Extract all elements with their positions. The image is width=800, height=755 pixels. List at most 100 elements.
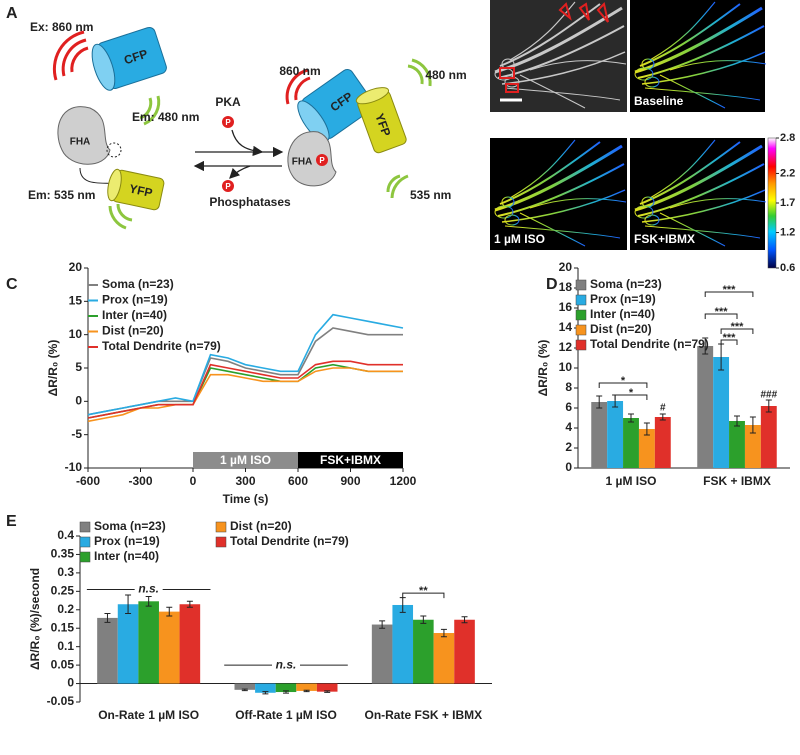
legend-swatch (575, 339, 587, 351)
phosphate (222, 180, 234, 192)
treatment-bar (298, 452, 403, 468)
diagram-label: Em: 480 nm (132, 110, 199, 124)
error-bar (734, 415, 740, 427)
fha-domain (57, 106, 111, 165)
y-tick-label: 4 (565, 420, 572, 434)
legend-label: Soma (n=23) (94, 519, 166, 533)
diagram-label: Em: 535 nm (28, 188, 95, 202)
cfp-protein: CFP (91, 26, 167, 91)
y-axis-label: ΔR/R₀ (%) (46, 340, 60, 397)
bar (697, 346, 714, 468)
x-tick-label: 300 (235, 474, 255, 488)
error-bar (461, 616, 468, 624)
legend-label: Inter (n=40) (102, 308, 167, 322)
y-tick-label: -5 (71, 427, 82, 441)
bar (760, 406, 777, 468)
panel-label: C (6, 276, 18, 293)
image-label: 1 µM ISO (494, 232, 545, 246)
y-tick-label: 0 (67, 676, 74, 690)
label-background (272, 659, 300, 672)
y-tick-label: 0.25 (51, 584, 75, 598)
x-tick-label: 600 (288, 474, 308, 488)
protein-label: FHA (292, 157, 313, 168)
legend-swatch (575, 294, 587, 306)
roi-outlines (499, 2, 609, 93)
legend-label: Total Dendrite (n=79) (102, 339, 221, 353)
microscopy-images: Baseline 1 µM ISO FSK+IBMX (490, 0, 768, 250)
significance-bracket (704, 313, 738, 319)
error-bar (166, 606, 173, 617)
protein-label: YFP (128, 182, 154, 201)
y-tick-label: -0.05 (47, 694, 75, 708)
colorbar-label: 1.7 (780, 197, 795, 209)
bar (316, 683, 338, 692)
significance-mark: # (660, 403, 666, 414)
y-tick-label: 0.3 (57, 565, 74, 579)
bar (413, 619, 434, 684)
error-bar (749, 416, 756, 434)
fha-domain (287, 131, 337, 187)
arrow (229, 165, 251, 179)
image-label: Baseline (634, 94, 684, 108)
phosphate-label: P (319, 156, 325, 165)
site (106, 142, 122, 158)
error-bar (125, 594, 132, 614)
bar (454, 619, 475, 684)
legend-swatch (79, 521, 91, 533)
y-tick-label: 14 (559, 320, 573, 334)
panel-label: D (546, 276, 558, 293)
x-tick-label: -600 (76, 474, 100, 488)
bar (433, 633, 455, 684)
legend-label: Prox (n=19) (102, 293, 168, 307)
y-tick-label: 16 (559, 300, 573, 314)
diagram-label: 480 nm (425, 68, 466, 82)
error-bar (262, 691, 269, 695)
bar (255, 683, 276, 693)
x-axis-label: Time (s) (223, 492, 269, 506)
series-line (87, 360, 403, 419)
error-bar (379, 620, 386, 629)
panel-label: A (6, 5, 18, 22)
x-tick-label: 1 µM ISO (606, 474, 657, 488)
significance-bracket (720, 328, 754, 334)
y-tick-label: 0.35 (51, 547, 75, 561)
cfp-protein: CFP (297, 68, 375, 143)
y-tick-label: 0.4 (57, 528, 74, 542)
phosphate-label: P (225, 182, 231, 191)
error-bar (596, 395, 603, 409)
y-tick-label: 20 (559, 260, 573, 274)
significance-bracket (402, 592, 445, 599)
diagram-label: 860 nm (279, 64, 320, 78)
y-tick-label: 10 (559, 360, 573, 374)
legend-swatch (575, 309, 587, 321)
bar (296, 683, 317, 691)
significance-label: n.s. (138, 582, 159, 596)
error-bar (643, 422, 650, 436)
y-tick-label: -10 (65, 460, 83, 474)
bar (371, 624, 393, 684)
error-bar (420, 615, 427, 624)
y-axis-label: ΔR/R₀ (%) (536, 340, 550, 397)
panel-label: E (6, 513, 17, 530)
bar (179, 604, 201, 684)
x-tick-label: -300 (128, 474, 152, 488)
significance-label: n.s. (276, 657, 297, 671)
bar (117, 604, 139, 684)
colorbar (767, 137, 777, 269)
significance-label: *** (731, 321, 745, 333)
legend-swatch (215, 536, 227, 548)
series-line (87, 313, 404, 416)
legend-swatch (215, 521, 227, 533)
bar (729, 421, 745, 468)
error-bar (765, 399, 772, 413)
legend-swatch (575, 279, 587, 291)
bar (654, 417, 671, 468)
bar (607, 401, 624, 468)
bar (638, 429, 655, 468)
significance-bracket (720, 339, 738, 345)
diagram-label: Phosphatases (209, 195, 291, 209)
phosphate-label: P (225, 118, 231, 127)
y-tick-label: 0.05 (51, 657, 75, 671)
error-bar (303, 689, 310, 693)
y-tick-label: 0 (565, 460, 572, 474)
